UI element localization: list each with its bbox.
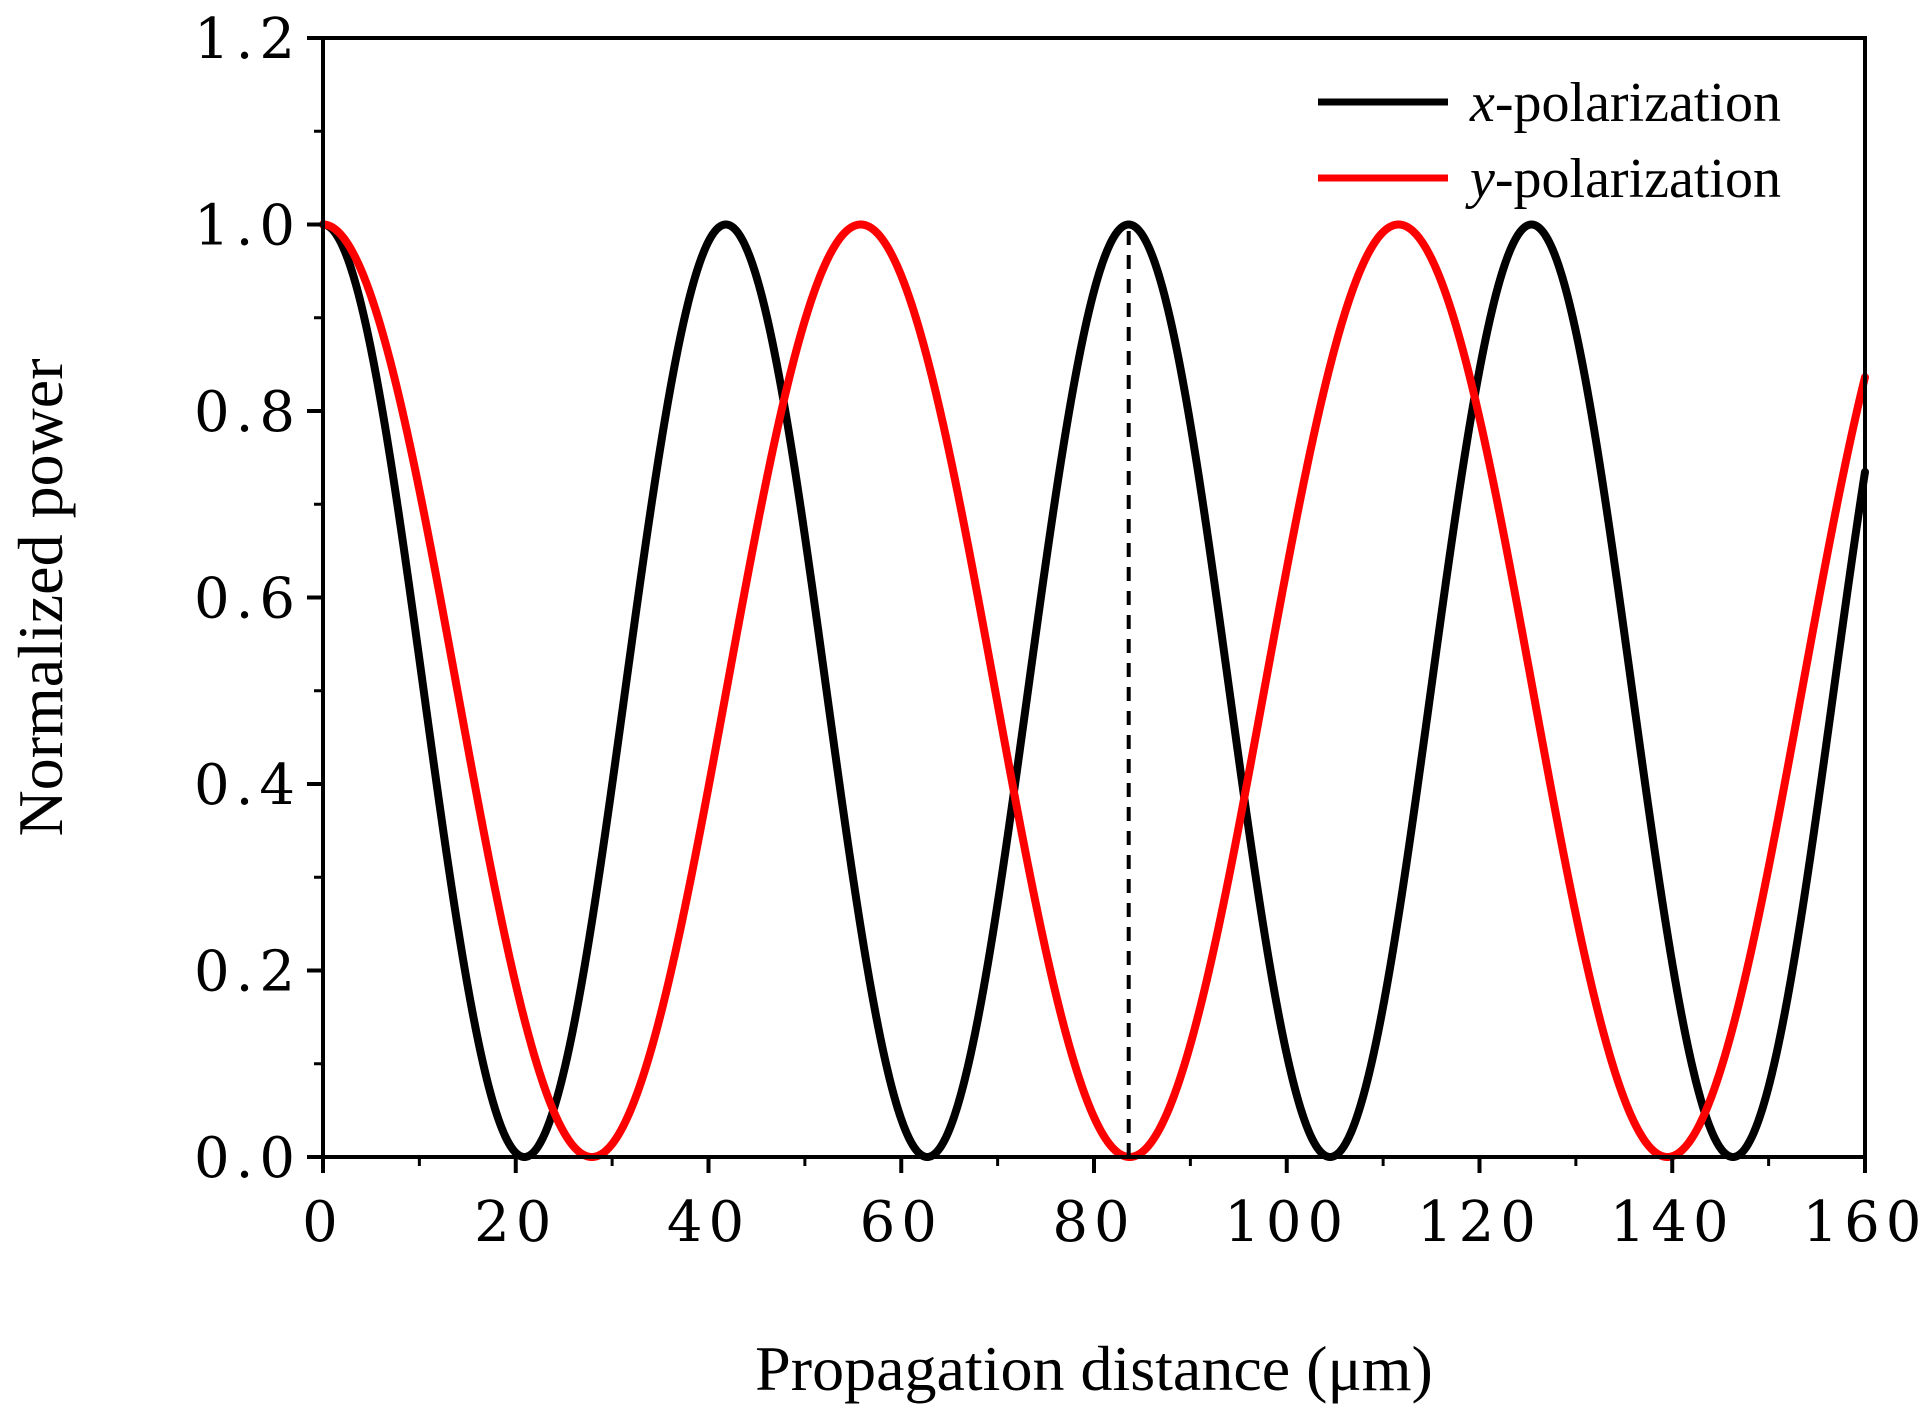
y-tick-label: 1.2 — [194, 7, 301, 72]
y-tick-label: 0.2 — [194, 940, 301, 1005]
y-tick-label: 1.0 — [194, 194, 301, 259]
series-line-y-polarization — [319, 220, 1869, 1161]
plot-lines — [319, 220, 1869, 1161]
legend: x-polarization y-polarization — [1318, 72, 1781, 210]
x-tick-label: 120 — [1417, 1190, 1542, 1255]
x-tick-label: 160 — [1803, 1190, 1928, 1255]
x-axis-title: Propagation distance (μm) — [755, 1333, 1433, 1404]
x-tick-label: 0 — [302, 1190, 344, 1255]
y-axis-title: Normalized power — [5, 358, 76, 836]
legend-label-x-polarization: x-polarization — [1469, 72, 1781, 134]
y-tick-label: 0.4 — [194, 753, 301, 818]
x-tick-label: 20 — [474, 1190, 557, 1255]
x-tick-label: 80 — [1052, 1190, 1135, 1255]
y-tick-label: 0.0 — [194, 1126, 301, 1191]
x-tick-label: 60 — [860, 1190, 943, 1255]
y-tick-label: 0.8 — [194, 380, 301, 445]
x-axis-ticks — [321, 1157, 1867, 1173]
y-tick-label: 0.6 — [194, 567, 301, 632]
y-axis-ticks — [307, 36, 323, 1159]
y-axis-tick-labels: 0.0 0.2 0.4 0.6 0.8 1.0 1.2 — [194, 7, 301, 1191]
x-tick-label: 140 — [1610, 1190, 1735, 1255]
legend-label-y-polarization: y-polarization — [1465, 148, 1781, 210]
x-axis-tick-labels: 0 20 40 60 80 100 120 140 160 — [302, 1190, 1928, 1255]
x-tick-label: 40 — [667, 1190, 750, 1255]
x-tick-label: 100 — [1224, 1190, 1349, 1255]
series-line-x-polarization — [319, 220, 1869, 1161]
